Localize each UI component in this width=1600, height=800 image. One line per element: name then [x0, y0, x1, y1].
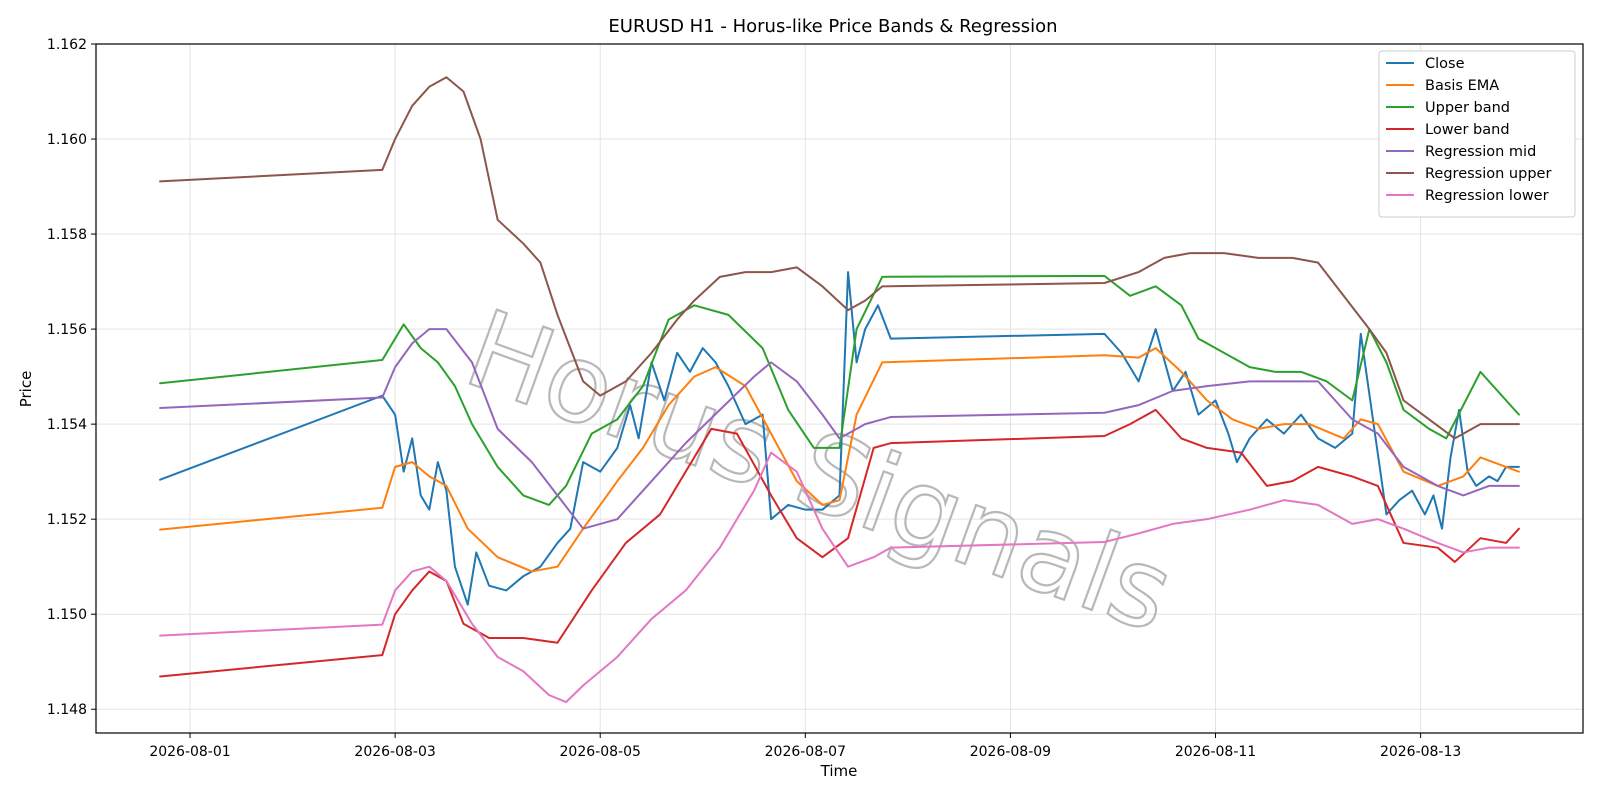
legend-label: Upper band	[1425, 100, 1510, 116]
y-tick-label: 1.156	[47, 322, 87, 338]
legend-label: Regression mid	[1425, 144, 1536, 160]
x-tick-label: 2026-08-09	[970, 744, 1051, 760]
y-axis-title: Price	[17, 371, 35, 408]
series-line-regression-lower	[159, 451, 1520, 704]
x-axis: 2026-08-01 2026-08-03 2026-08-05 2026-08-07…	[149, 733, 1461, 760]
legend-label: Basis EMA	[1425, 78, 1499, 94]
y-tick-label: 1.148	[47, 702, 87, 718]
y-tick-label: 1.152	[47, 512, 87, 528]
x-tick-label: 2026-08-07	[765, 744, 846, 760]
x-tick-label: 2026-08-03	[354, 744, 435, 760]
y-axis: 1.148 1.150 1.152 1.154 1.156 1.158 1.160 1.162	[47, 37, 96, 718]
legend: Close Basis EMA Upper band Lower band Regres…	[1378, 50, 1576, 218]
series-line-close	[159, 271, 1520, 606]
x-tick-label: 2026-08-11	[1175, 744, 1256, 760]
y-tick-label: 1.150	[47, 607, 87, 623]
x-tick-label: 2026-08-05	[560, 744, 641, 760]
series-line-lower-band	[159, 408, 1520, 678]
x-tick-label: 2026-08-01	[149, 744, 230, 760]
x-tick-label: 2026-08-13	[1380, 744, 1461, 760]
y-tick-label: 1.154	[47, 417, 87, 433]
legend-label: Lower band	[1425, 122, 1510, 138]
series-layer	[159, 76, 1520, 704]
plot-frame	[95, 43, 1584, 734]
x-axis-title: Time	[820, 762, 858, 780]
series-line-basis-ema	[159, 347, 1520, 573]
y-tick-label: 1.158	[47, 227, 87, 243]
y-tick-label: 1.160	[47, 132, 87, 148]
legend-box	[1378, 50, 1576, 218]
series-line-regression-upper	[159, 76, 1520, 440]
legend-label: Close	[1425, 56, 1465, 72]
legend-label: Regression lower	[1425, 188, 1549, 204]
y-tick-label: 1.162	[47, 37, 87, 53]
series-line-regression-mid	[159, 328, 1520, 530]
chart-title: EURUSD H1 - Horus-like Price Bands & Reg…	[608, 16, 1057, 37]
legend-label: Regression upper	[1425, 166, 1551, 182]
